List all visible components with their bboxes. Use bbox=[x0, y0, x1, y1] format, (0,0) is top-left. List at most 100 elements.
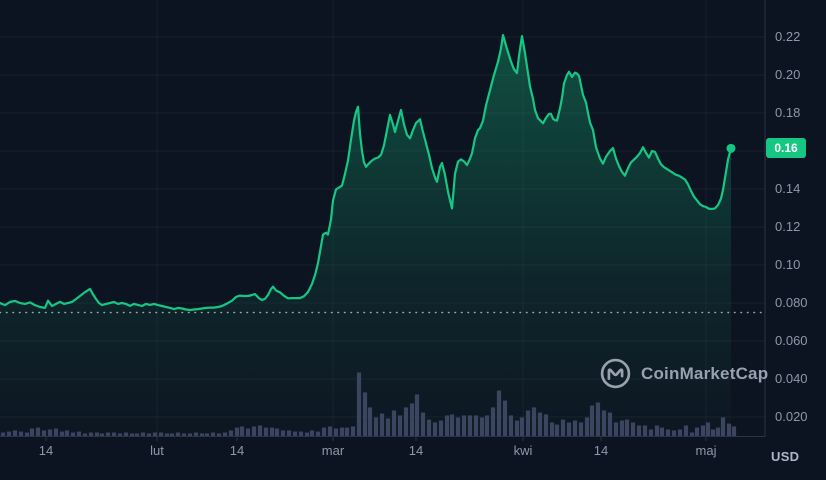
volume-bar bbox=[257, 425, 263, 437]
volume-bar bbox=[720, 417, 726, 437]
volume-bar bbox=[251, 426, 257, 437]
x-axis-label: kwi bbox=[513, 443, 533, 458]
volume-bar bbox=[111, 432, 117, 437]
volume-bar bbox=[619, 420, 625, 437]
volume-bar bbox=[455, 417, 461, 437]
volume-bar bbox=[379, 413, 385, 437]
volume-bar bbox=[397, 415, 403, 437]
volume-bar bbox=[461, 415, 467, 437]
volume-bar bbox=[193, 432, 199, 437]
volume-bar bbox=[35, 427, 41, 437]
volume-bar bbox=[41, 430, 47, 437]
volume-bar bbox=[6, 431, 12, 437]
volume-bar bbox=[356, 372, 362, 437]
volume-bar bbox=[391, 410, 397, 437]
volume-bar bbox=[164, 433, 170, 437]
volume-bar bbox=[414, 394, 420, 437]
watermark-text: CoinMarketCap bbox=[641, 363, 769, 383]
volume-bar bbox=[595, 402, 601, 437]
volume-bar bbox=[554, 424, 560, 437]
volume-bar bbox=[181, 433, 187, 437]
volume-bar bbox=[420, 412, 426, 437]
x-axis-label: 14 bbox=[593, 443, 609, 458]
volume-bar bbox=[731, 426, 737, 437]
x-axis-label: 14 bbox=[408, 443, 424, 458]
volume-bar bbox=[426, 419, 432, 437]
x-axis-label: 14 bbox=[229, 443, 245, 458]
volume-bar bbox=[689, 432, 695, 437]
volume-bar bbox=[508, 415, 514, 437]
volume-bar bbox=[710, 429, 716, 437]
volume-bar bbox=[373, 417, 379, 437]
volume-bar bbox=[578, 422, 584, 437]
volume-bar bbox=[525, 410, 531, 437]
volume-bar bbox=[449, 414, 455, 437]
volume-bar bbox=[624, 419, 630, 437]
volume-bar bbox=[438, 420, 444, 437]
y-axis-label: 0.12 bbox=[775, 219, 801, 234]
volume-bar bbox=[694, 427, 700, 437]
volume-bar bbox=[560, 419, 566, 437]
last-price-label: 0.16 bbox=[774, 141, 798, 155]
volume-bar bbox=[99, 433, 105, 437]
volume-bar bbox=[187, 433, 193, 437]
volume-bar bbox=[403, 407, 409, 437]
volume-bar bbox=[648, 429, 654, 437]
volume-bar bbox=[146, 433, 152, 437]
volume-bar bbox=[158, 432, 164, 437]
volume-bar bbox=[269, 427, 275, 437]
y-axis-label: 0.060 bbox=[775, 333, 808, 348]
volume-bar bbox=[514, 420, 520, 437]
volume-bar bbox=[169, 433, 175, 437]
volume-bar bbox=[537, 412, 543, 437]
volume-bar bbox=[29, 428, 35, 437]
volume-bar bbox=[274, 428, 280, 437]
y-axis-label: 0.080 bbox=[775, 295, 808, 310]
volume-bar bbox=[234, 427, 240, 437]
volume-bar bbox=[630, 422, 636, 437]
y-axis-label: 0.040 bbox=[775, 371, 808, 386]
volume-bar bbox=[140, 432, 146, 437]
y-axis-label: 0.14 bbox=[775, 181, 801, 196]
volume-bar bbox=[12, 430, 18, 437]
volume-bar bbox=[82, 433, 88, 437]
volume-bar bbox=[362, 392, 368, 437]
volume-bar bbox=[152, 432, 158, 437]
volume-bar bbox=[239, 426, 245, 437]
volume-bar bbox=[199, 433, 205, 437]
volume-bar bbox=[671, 430, 677, 437]
volume-bar bbox=[665, 429, 671, 437]
volume-bar bbox=[280, 430, 286, 437]
volume-bar bbox=[94, 432, 100, 437]
currency-label: USD bbox=[771, 449, 800, 464]
volume-bar bbox=[601, 410, 607, 437]
volume-bar bbox=[245, 428, 251, 437]
volume-bar bbox=[134, 433, 140, 437]
volume-bar bbox=[607, 412, 613, 437]
volume-bar bbox=[467, 415, 473, 437]
volume-bar bbox=[210, 432, 216, 437]
volume-bar bbox=[367, 407, 373, 437]
volume-bar bbox=[385, 418, 391, 437]
y-axis-label: 0.22 bbox=[775, 29, 801, 44]
volume-bar bbox=[531, 407, 537, 437]
volume-bar bbox=[123, 432, 129, 437]
x-axis-label: mar bbox=[321, 443, 345, 458]
volume-bar bbox=[47, 429, 53, 437]
volume-bar bbox=[444, 415, 450, 437]
volume-bar bbox=[490, 407, 496, 437]
volume-bar bbox=[228, 430, 234, 437]
volume-bar bbox=[502, 400, 508, 437]
y-axis-label: 0.18 bbox=[775, 105, 801, 120]
volume-bar bbox=[409, 403, 415, 437]
volume-bar bbox=[18, 431, 24, 437]
volume-bar bbox=[484, 415, 490, 437]
y-axis-label: 0.20 bbox=[775, 67, 801, 82]
volume-bar bbox=[309, 430, 315, 437]
volume-bar bbox=[304, 432, 310, 437]
volume-bar bbox=[292, 431, 298, 437]
volume-bar bbox=[613, 422, 619, 437]
volume-bar bbox=[333, 428, 339, 437]
